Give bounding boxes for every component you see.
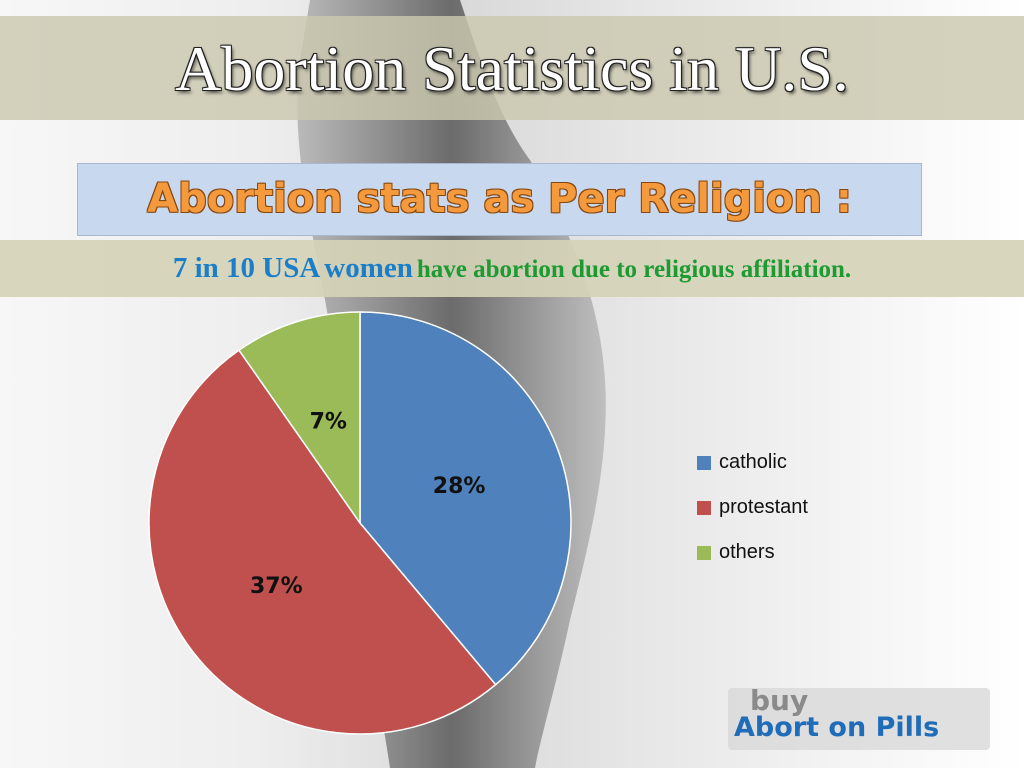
- data-label-catholic: 28%: [433, 474, 486, 499]
- statement-band: [0, 240, 1024, 297]
- chart-legend: catholic protestant others: [697, 440, 808, 575]
- legend-label-catholic: catholic: [719, 451, 787, 473]
- data-label-others: 7%: [310, 409, 347, 434]
- legend-item-others: others: [697, 530, 808, 575]
- statement-count: 7 in 10 USA: [172, 252, 321, 284]
- legend-item-catholic: catholic: [697, 440, 808, 485]
- statement-rest: have abortion due to religious affiliati…: [416, 256, 852, 283]
- subtitle-box: Abortion stats as Per Religion :: [77, 163, 922, 236]
- logo-top-text: buy: [750, 684, 809, 717]
- legend-swatch-others: [697, 545, 711, 560]
- legend-swatch-catholic: [697, 455, 711, 470]
- brand-logo: buy Abort on Pills: [728, 684, 990, 750]
- statement-line: 7 in 10 USA women have abortion due to r…: [0, 248, 1024, 293]
- pie-slice-others: [237, 311, 361, 526]
- title-band: [0, 16, 1024, 120]
- legend-item-protestant: protestant: [697, 485, 808, 530]
- pie-slice-protestant: [148, 349, 497, 735]
- legend-label-protestant: protestant: [719, 496, 808, 518]
- legend-swatch-protestant: [697, 500, 711, 515]
- logo-bottom-text: Abort on Pills: [734, 712, 940, 743]
- legend-label-others: others: [719, 541, 775, 563]
- subtitle: Abortion stats as Per Religion :: [147, 176, 852, 222]
- page-title: Abortion Statistics in U.S.: [175, 33, 849, 104]
- data-label-protestant: 37%: [250, 574, 303, 599]
- pie-slice-catholic: [359, 311, 572, 686]
- statement-subject: women: [324, 252, 413, 284]
